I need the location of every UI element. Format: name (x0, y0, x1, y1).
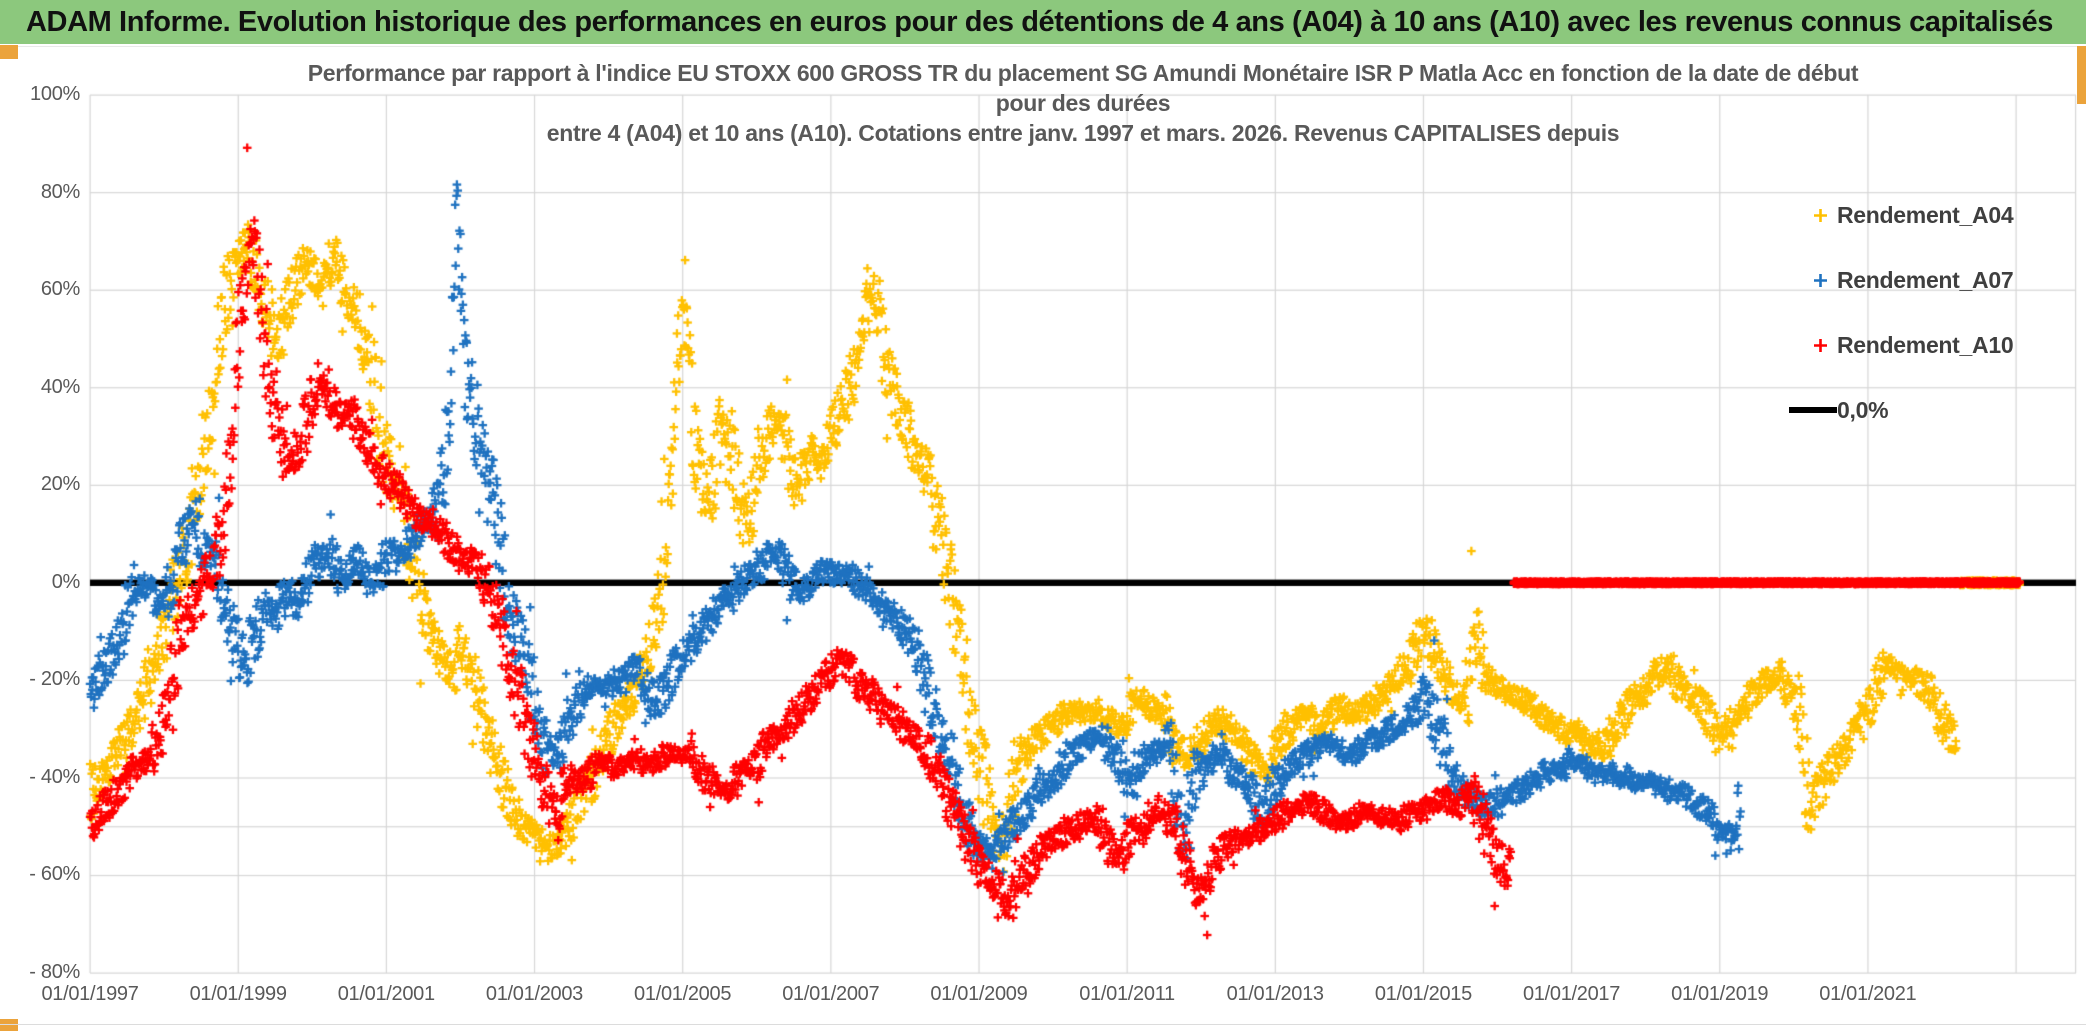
chart-title: Performance par rapport à l'indice EU ST… (90, 58, 2076, 148)
x-axis-tick-label: 01/01/2017 (1522, 983, 1621, 1005)
chart-title-line1: Performance par rapport à l'indice EU ST… (307, 60, 1859, 86)
legend-label: Rendement_A04 (1837, 201, 2014, 228)
x-axis-tick-label: 01/01/2021 (1819, 983, 1917, 1005)
legend-item-rendement-a10[interactable]: Rendement_A10 (1803, 330, 2073, 360)
y-axis-tick-label: 0% (51, 570, 81, 593)
x-axis-tick-label: 01/01/2009 (930, 983, 1028, 1005)
legend-item-rendement-a04[interactable]: Rendement_A04 (1803, 200, 2073, 230)
y-axis-tick-label: - 80% (29, 961, 80, 983)
plus-marker-icon (1803, 272, 1837, 289)
plus-marker-icon (1803, 207, 1837, 224)
y-axis-tick-label: 20% (40, 473, 80, 496)
x-axis-tick-label: 01/01/2001 (337, 983, 435, 1005)
x-axis-tick-label: 01/01/2005 (634, 983, 732, 1005)
x-axis-tick-label: 01/01/2011 (1079, 983, 1175, 1005)
legend-item-zero-line[interactable]: 0,0% (1789, 395, 2073, 425)
legend-item-rendement-a07[interactable]: Rendement_A07 (1803, 265, 2073, 295)
x-axis-tick-label: 01/01/1997 (41, 983, 139, 1005)
y-axis-tick-label: - 20% (29, 668, 80, 691)
legend-label: Rendement_A10 (1837, 331, 2014, 358)
zero-line-swatch-icon (1789, 407, 1837, 413)
y-axis-tick-label: 80% (40, 180, 80, 203)
x-axis-tick-label: 01/01/2015 (1374, 983, 1472, 1005)
x-axis-tick-label: 01/01/2007 (782, 983, 880, 1005)
y-axis-tick-label: 60% (40, 278, 80, 301)
x-axis-tick-label: 01/01/2003 (485, 983, 583, 1005)
chart-legend: Rendement_A04 Rendement_A07 Rendement_A1… (1789, 200, 2073, 460)
x-axis-tick-label: 01/01/2013 (1226, 983, 1324, 1005)
legend-label: 0,0% (1837, 396, 1889, 423)
y-axis-tick-label: 40% (40, 375, 80, 398)
x-axis-tick-label: 01/01/1999 (189, 983, 287, 1005)
y-axis-tick-label: 100% (30, 83, 80, 105)
x-axis-tick-label: 01/01/2019 (1671, 983, 1769, 1005)
plus-marker-icon (1803, 337, 1837, 354)
legend-label: Rendement_A07 (1837, 266, 2014, 293)
chart-title-line2: pour des durées (995, 90, 1171, 116)
y-axis-tick-label: - 60% (29, 863, 80, 886)
chart-title-line3: entre 4 (A04) et 10 ans (A10). Cotations… (546, 120, 1620, 146)
y-axis-tick-label: - 40% (29, 765, 80, 788)
